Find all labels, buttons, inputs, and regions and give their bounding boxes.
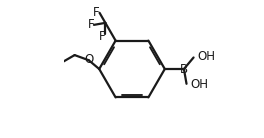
Text: F: F — [88, 18, 94, 31]
Text: F: F — [99, 30, 106, 43]
Text: OH: OH — [197, 50, 215, 63]
Text: O: O — [84, 53, 93, 66]
Text: OH: OH — [190, 78, 208, 91]
Text: F: F — [93, 6, 100, 19]
Text: B: B — [180, 63, 188, 75]
